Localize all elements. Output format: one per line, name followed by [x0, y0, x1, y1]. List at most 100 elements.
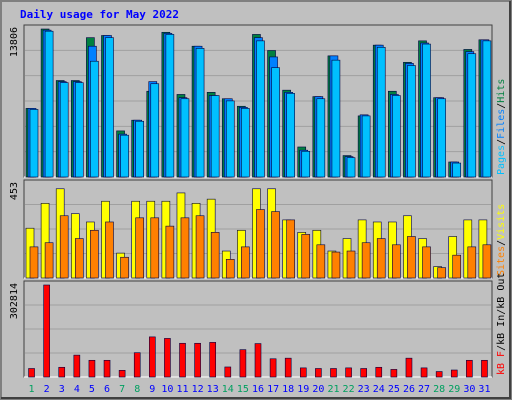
bar-hits_files_pages-pages-9 [150, 83, 160, 178]
bar-kbytes-kb-f-30 [466, 359, 473, 378]
bar-hits_files_pages-pages-15 [241, 108, 250, 178]
y-tick-label-kbytes: 302814 [9, 283, 20, 319]
legend-entry-files: Files [496, 109, 507, 139]
bar-kbytes-kb-f-18 [284, 357, 292, 378]
bar-visits_sites-sites-3 [59, 215, 69, 279]
bar-hits_files_pages-pages-11 [180, 98, 190, 178]
x-label-day-7: 7 [119, 384, 125, 395]
x-label-day-12: 12 [192, 384, 204, 395]
x-label-day-17: 17 [267, 384, 279, 395]
x-label-day-1: 1 [29, 384, 35, 395]
bar-visits_sites-sites-10 [165, 225, 175, 279]
bar-hits_files_pages-pages-1 [29, 109, 39, 178]
legend-separator: / [496, 240, 507, 246]
x-label-day-28: 28 [433, 384, 445, 395]
bar-visits_sites-sites-15 [241, 246, 250, 279]
bar-hits_files_pages-pages-25 [392, 95, 401, 178]
bar-kbytes-kb-f-2 [43, 284, 50, 378]
y-tick-label-hits_files_pages: 13806 [9, 27, 20, 57]
legend-entry-hits: Hits [496, 79, 507, 103]
bar-hits_files_pages-pages-13 [210, 95, 220, 178]
bar-kbytes-kb-f-22 [345, 367, 352, 378]
x-label-day-13: 13 [207, 384, 219, 395]
bar-kbytes-kb-f-23 [360, 368, 367, 378]
bar-hits_files_pages-pages-14 [225, 100, 235, 178]
bar-hits_files_pages-pages-24 [376, 46, 386, 178]
bar-kbytes-kb-f-6 [103, 359, 111, 378]
bar-visits_sites-sites-7 [120, 256, 129, 279]
bar-kbytes-kb-f-10 [164, 338, 171, 378]
x-label-day-29: 29 [448, 384, 460, 395]
bar-visits_sites-sites-12 [195, 215, 205, 279]
legend-entry-kb-out: kB Out [496, 273, 507, 309]
bar-visits_sites-sites-29 [452, 254, 462, 279]
x-label-day-21: 21 [327, 384, 339, 395]
bar-visits_sites-sites-26 [407, 236, 416, 279]
bar-visits_sites-sites-27 [422, 246, 431, 279]
bar-kbytes-kb-f-21 [330, 368, 337, 378]
x-label-day-26: 26 [403, 384, 415, 395]
bar-kbytes-kb-f-7 [118, 370, 126, 378]
bar-hits_files_pages-pages-5 [90, 60, 99, 178]
bar-hits_files_pages-pages-28 [437, 98, 446, 178]
x-label-day-8: 8 [134, 384, 140, 395]
bar-kbytes-kb-f-12 [194, 342, 201, 378]
bar-hits_files_pages-pages-8 [135, 120, 144, 178]
bar-hits_files_pages-pages-18 [286, 93, 295, 178]
bar-kbytes-kb-f-1 [28, 368, 35, 378]
bar-visits_sites-sites-18 [286, 219, 295, 279]
legend-kbytes: kB F/kB In/kB Out [496, 273, 507, 375]
y-tick-label-visits_sites: 453 [9, 182, 20, 200]
x-label-day-2: 2 [44, 384, 50, 395]
bar-visits_sites-sites-16 [256, 209, 265, 279]
bar-hits_files_pages-pages-27 [422, 43, 431, 178]
x-label-day-18: 18 [282, 384, 294, 395]
bar-visits_sites-sites-19 [301, 234, 311, 279]
bar-hits_files_pages-pages-7 [120, 134, 129, 178]
bar-kbytes-kb-f-29 [450, 369, 458, 378]
bar-hits_files_pages-pages-3 [59, 82, 69, 178]
bar-hits_files_pages-pages-17 [271, 67, 280, 178]
bar-kbytes-kb-f-14 [224, 366, 232, 378]
bar-visits_sites-sites-28 [437, 267, 446, 279]
bar-hits_files_pages-pages-31 [482, 40, 492, 178]
y-tick-labels: 13806 453 302814 [9, 27, 20, 319]
bars [25, 28, 492, 378]
legend-entry-sites: Sites [496, 246, 507, 276]
bar-hits_files_pages-pages-12 [195, 48, 205, 178]
bar-hits_files_pages-pages-26 [407, 65, 416, 178]
bar-visits_sites-sites-9 [150, 217, 160, 279]
bar-visits_sites-sites-20 [316, 244, 326, 279]
bar-kbytes-kb-f-5 [88, 359, 96, 378]
x-label-day-15: 15 [237, 384, 249, 395]
bar-hits_files_pages-pages-30 [467, 53, 477, 178]
bar-kbytes-kb-f-9 [149, 336, 156, 378]
bar-kbytes-kb-f-24 [375, 366, 383, 378]
legend-entry-kb-f: kB F [496, 351, 507, 375]
bar-kbytes-kb-f-26 [405, 357, 413, 378]
bar-kbytes-kb-f-19 [299, 367, 307, 378]
x-label-day-14: 14 [222, 384, 234, 395]
legend-entry-visits: Visits [496, 204, 507, 240]
x-label-day-22: 22 [343, 384, 355, 395]
bar-kbytes-kb-f-3 [58, 366, 66, 378]
x-axis-labels: 1 2 3 4 5 6 7 8 9 10 11 12 13 14 15 16 17 18 19 20 21 22 23 24 2… [29, 384, 491, 395]
x-label-day-11: 11 [176, 384, 188, 395]
x-label-day-3: 3 [59, 384, 65, 395]
bar-kbytes-kb-f-11 [179, 342, 186, 378]
bar-hits_files_pages-pages-29 [452, 162, 462, 178]
x-label-day-9: 9 [149, 384, 155, 395]
bar-kbytes-kb-f-8 [133, 352, 141, 378]
legend-entry-pages: Pages [496, 145, 507, 175]
bar-kbytes-kb-f-25 [390, 369, 398, 378]
bar-visits_sites-sites-8 [135, 217, 144, 279]
bar-visits_sites-sites-4 [74, 238, 84, 279]
bar-visits_sites-sites-5 [90, 229, 99, 279]
bar-visits_sites-sites-14 [225, 259, 235, 279]
x-label-day-24: 24 [373, 384, 385, 395]
bar-visits_sites-sites-31 [482, 244, 492, 279]
x-label-day-31: 31 [478, 384, 490, 395]
bar-hits_files_pages-pages-21 [331, 59, 341, 178]
